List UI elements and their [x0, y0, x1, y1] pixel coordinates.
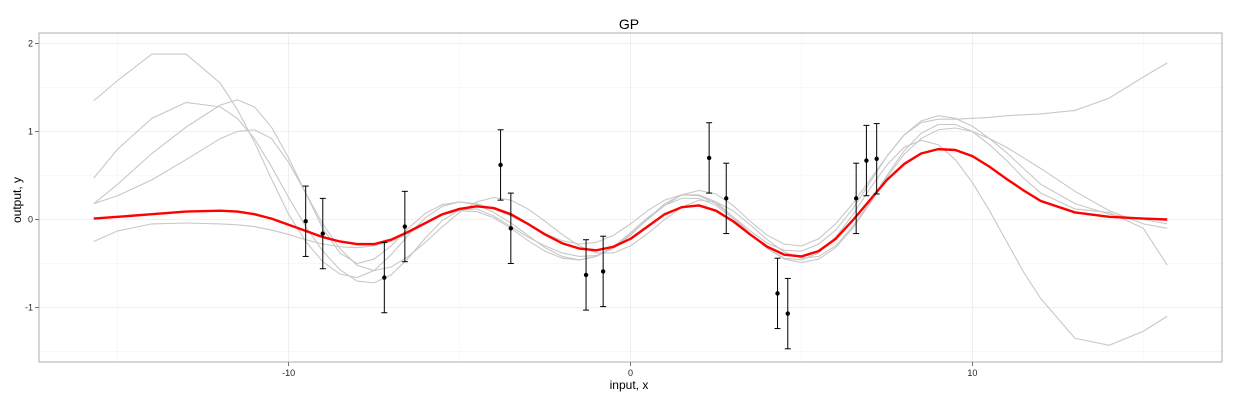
- data-point: [864, 158, 869, 163]
- data-point: [853, 196, 859, 201]
- data-point: [583, 272, 589, 278]
- data-point: [382, 275, 387, 280]
- chart-title: GP: [619, 16, 639, 32]
- y-tick-label: 2: [28, 39, 33, 49]
- sample-curve-3: [93, 62, 1168, 265]
- mean-curve: [93, 147, 1168, 258]
- x-tick-label: -10: [282, 368, 295, 378]
- sample-curve-1: [93, 53, 1168, 346]
- x-tick-label: 10: [967, 368, 977, 378]
- y-tick-label: 0: [28, 214, 33, 224]
- sample-curve-4: [93, 115, 1168, 261]
- data-point: [706, 155, 712, 161]
- data-point: [498, 162, 503, 168]
- sample-curve-5: [93, 123, 1168, 272]
- data-point: [402, 224, 408, 229]
- data-point: [320, 231, 325, 236]
- panel-border: [38, 32, 1223, 363]
- data-point: [303, 219, 308, 224]
- y-tick-label: -1: [25, 302, 33, 312]
- data-point: [508, 226, 514, 231]
- x-axis-title: input, x: [610, 378, 649, 392]
- x-tick-label: 0: [628, 368, 633, 378]
- sample-curve-2: [93, 101, 1168, 284]
- data-point: [775, 291, 780, 296]
- data-point: [874, 156, 879, 161]
- data-point: [600, 269, 606, 274]
- data-point: [724, 196, 729, 201]
- y-tick-label: 1: [28, 127, 33, 137]
- data-point: [785, 311, 790, 316]
- y-axis-title: output, y: [10, 177, 24, 223]
